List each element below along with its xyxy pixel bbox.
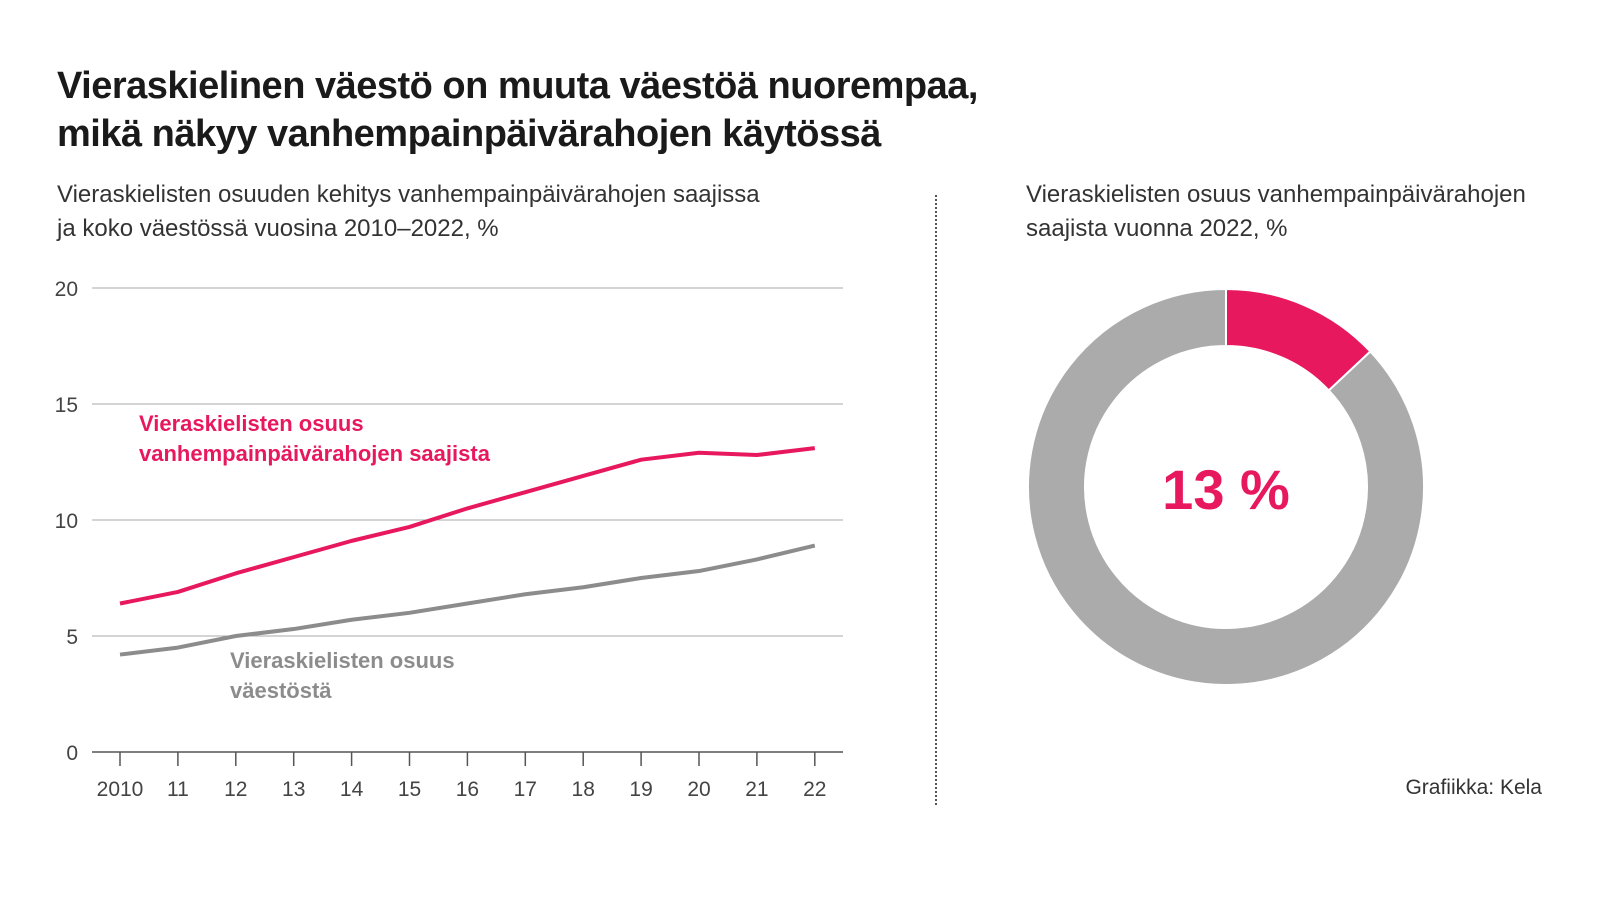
x-tick-label: 13 [282, 778, 305, 801]
y-tick-label: 20 [55, 278, 78, 301]
y-tick-label: 0 [66, 742, 78, 765]
title-line-2: mikä näkyy vanhempainpäivärahojen käytös… [57, 113, 881, 155]
divider [935, 195, 937, 805]
x-tick-label: 2010 [97, 778, 144, 801]
subtitle-line-2: saajista vuonna 2022, % [1026, 215, 1288, 242]
series-label: väestöstä [230, 678, 332, 703]
donut-slice [1027, 287, 1425, 686]
subtitle-line-1: Vieraskielisten osuuden kehitys vanhempa… [57, 181, 760, 208]
y-tick-label: 10 [55, 510, 78, 533]
x-tick-label: 18 [572, 778, 595, 801]
x-tick-label: 19 [629, 778, 652, 801]
title-line-1: Vieraskielinen väestö on muuta väestöä n… [57, 65, 978, 107]
x-tick-label: 21 [745, 778, 768, 801]
series-label: Vieraskielisten osuus [230, 648, 455, 673]
x-tick-label: 14 [340, 778, 364, 801]
x-tick-label: 12 [224, 778, 247, 801]
subtitle-line-2: ja koko väestössä vuosina 2010–2022, % [57, 215, 499, 242]
series-label: Vieraskielisten osuus [139, 411, 364, 436]
line-chart-subtitle: Vieraskielisten osuuden kehitys vanhempa… [57, 178, 760, 246]
x-tick-label: 17 [514, 778, 537, 801]
chart-title: Vieraskielinen väestö on muuta väestöä n… [57, 62, 978, 158]
y-tick-label: 5 [66, 626, 78, 649]
x-tick-label: 15 [398, 778, 421, 801]
donut-center-label: 13 % [1162, 458, 1290, 521]
donut-chart-subtitle: Vieraskielisten osuus vanhempainpäivärah… [1026, 178, 1526, 246]
series-line [119, 543, 816, 657]
series-label: vanhempainpäivärahojen saajista [139, 441, 491, 466]
x-tick-label: 11 [167, 778, 189, 801]
x-tick-label: 20 [687, 778, 710, 801]
x-tick-label: 16 [456, 778, 479, 801]
subtitle-line-1: Vieraskielisten osuus vanhempainpäivärah… [1026, 181, 1526, 208]
y-tick-label: 15 [55, 394, 78, 417]
x-tick-label: 22 [803, 778, 826, 801]
credit: Grafiikka: Kela [1405, 776, 1542, 799]
series-line [119, 446, 816, 606]
